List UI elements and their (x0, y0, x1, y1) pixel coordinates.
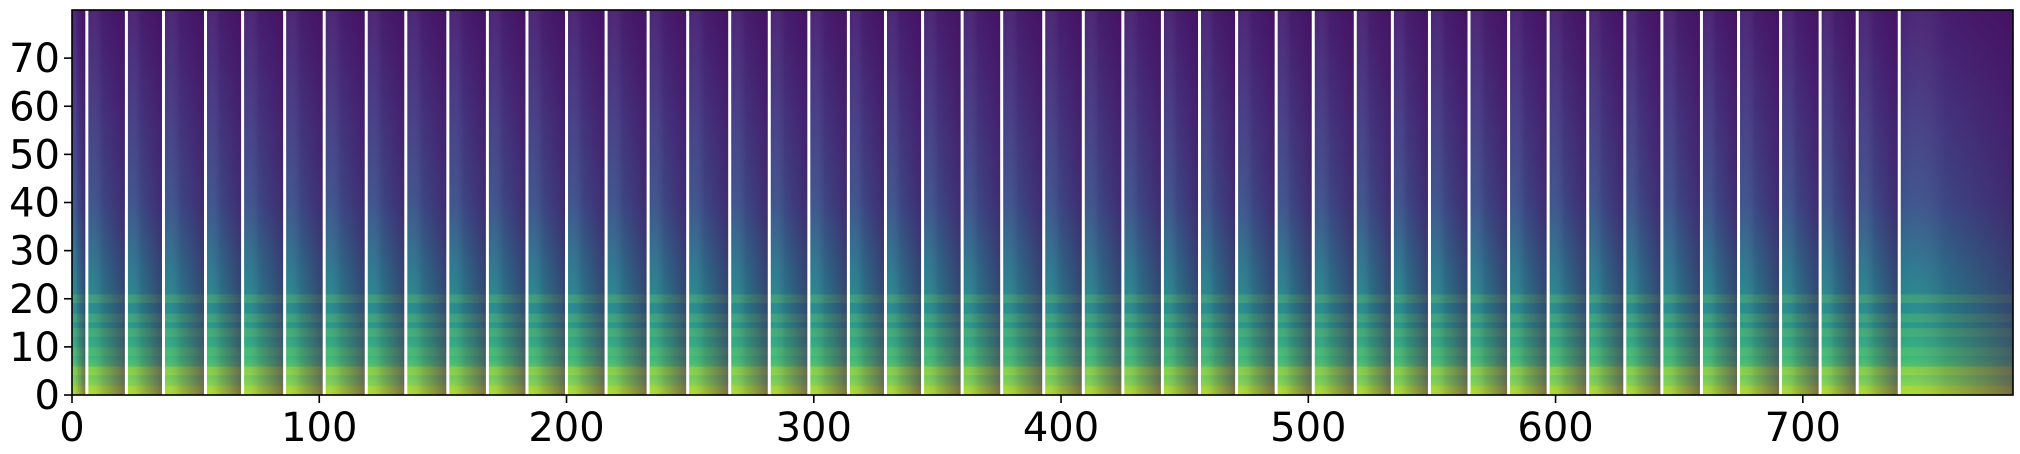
segment-shade (406, 10, 448, 395)
segment-shade (1509, 10, 1549, 395)
segment-shade (87, 10, 127, 395)
segment-shade (1899, 10, 2013, 395)
x-tick-label: 600 (1517, 405, 1593, 451)
segment-shade (1200, 10, 1237, 395)
y-tick-label: 20 (9, 277, 60, 323)
segment-shade (606, 10, 648, 395)
segment-shade (1083, 10, 1123, 395)
y-tick-label: 30 (9, 229, 60, 275)
segment-shade (527, 10, 567, 395)
segment-shade (1548, 10, 1588, 395)
segment-shade (688, 10, 730, 395)
segment-shade (1392, 10, 1429, 395)
segment-shade (1820, 10, 1857, 395)
segment-shade (885, 10, 922, 395)
segment-shade (1781, 10, 1821, 395)
segment-shade (730, 10, 770, 395)
segment-shade (1469, 10, 1509, 395)
segment-shade (1276, 10, 1313, 395)
segment-shade (1588, 10, 1625, 395)
segment-shade (1162, 10, 1199, 395)
segment-shade (163, 10, 205, 395)
segment-shade (567, 10, 607, 395)
x-tick-label: 0 (59, 405, 84, 451)
segment-shade (1355, 10, 1392, 395)
segment-shade (1002, 10, 1044, 395)
segment-shade (243, 10, 285, 395)
segment-shade (206, 10, 243, 395)
y-tick-label: 70 (9, 36, 60, 82)
segment-shade (1429, 10, 1469, 395)
segment-shade (962, 10, 1002, 395)
segment-shade (366, 10, 406, 395)
segment-shade (1857, 10, 1899, 395)
segment-shade (285, 10, 325, 395)
segment-shade (1123, 10, 1163, 395)
segment-shade (809, 10, 849, 395)
x-tick-label: 500 (1270, 405, 1346, 451)
x-tick-label: 400 (1023, 405, 1099, 451)
segment-shade (487, 10, 527, 395)
segment-shade (1044, 10, 1084, 395)
x-tick-label: 300 (776, 405, 852, 451)
segment-shade (1237, 10, 1277, 395)
plot-area (72, 10, 2013, 395)
y-tick-label: 60 (9, 84, 60, 130)
y-tick-label: 10 (9, 325, 60, 371)
y-tick-label: 0 (35, 373, 60, 419)
x-tick-label: 200 (528, 405, 604, 451)
segment-shade (769, 10, 809, 395)
x-tick-label: 700 (1765, 405, 1841, 451)
segment-shade (1739, 10, 1781, 395)
x-axis: 0 100 200 300 400 500 600 700 (59, 395, 1841, 451)
segment-shade (126, 10, 163, 395)
segment-shade (448, 10, 488, 395)
x-tick-label: 100 (281, 405, 357, 451)
y-tick-label: 50 (9, 132, 60, 178)
segment-shade (324, 10, 366, 395)
segment-shade (848, 10, 885, 395)
segment-shade (72, 10, 87, 395)
segment-shade (1313, 10, 1355, 395)
segment-shade (1662, 10, 1702, 395)
segment-shade (1701, 10, 1738, 395)
segment-shade (648, 10, 688, 395)
segment-shade (1625, 10, 1662, 395)
y-tick-label: 40 (9, 181, 60, 227)
segment-shade (923, 10, 963, 395)
